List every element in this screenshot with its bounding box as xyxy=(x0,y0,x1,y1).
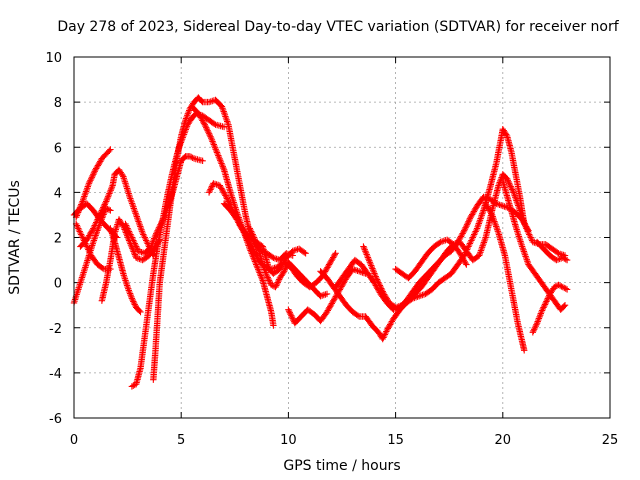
chart-title: Day 278 of 2023, Sidereal Day-to-day VTE… xyxy=(57,19,619,35)
data-points xyxy=(98,216,163,304)
y-axis-label: SDTVAR / TECUs xyxy=(7,180,23,295)
data-points xyxy=(529,281,571,336)
x-tick-label: 15 xyxy=(387,433,404,448)
data-series-arc-10 xyxy=(150,94,296,383)
y-tick-label: 6 xyxy=(54,141,62,156)
y-tick-label: -6 xyxy=(49,412,62,427)
data-series-arc-7 xyxy=(107,225,144,316)
data-points xyxy=(220,200,309,277)
data-series-arc-19 xyxy=(392,236,470,282)
x-tick-label: 0 xyxy=(70,433,78,448)
data-points xyxy=(360,171,569,311)
data-points xyxy=(72,146,114,221)
data-series-arc-22 xyxy=(529,281,571,336)
x-axis-label: GPS time / hours xyxy=(283,458,400,474)
data-series-arc-6 xyxy=(98,216,163,304)
data-series-arc-13 xyxy=(220,200,309,277)
y-tick-label: 8 xyxy=(54,96,62,111)
data-series-arc-21 xyxy=(499,177,569,313)
data-points xyxy=(499,177,569,313)
data-points xyxy=(246,225,331,300)
y-tick-label: 4 xyxy=(54,186,62,201)
data-series-arc-20 xyxy=(482,200,528,354)
y-tick-label: -4 xyxy=(49,367,62,382)
y-tick-label: 2 xyxy=(54,232,62,247)
data-points xyxy=(392,236,470,282)
data-points xyxy=(150,94,296,383)
plot-frame xyxy=(73,56,611,419)
data-series-arc-18 xyxy=(360,171,569,311)
x-tick-label: 5 xyxy=(177,433,185,448)
data-points xyxy=(533,238,571,264)
x-tick-label: 10 xyxy=(280,433,297,448)
data-series-arc-5 xyxy=(77,166,157,259)
data-series-arc-2 xyxy=(72,146,114,221)
data-points xyxy=(482,200,528,354)
data-series-arc-17 xyxy=(332,193,532,313)
y-tick-label: 10 xyxy=(45,51,62,66)
data-points xyxy=(77,166,157,259)
data-points xyxy=(107,225,144,316)
data-points xyxy=(332,193,532,313)
data-series-arc-14 xyxy=(246,225,331,300)
y-tick-label: -2 xyxy=(49,322,62,337)
data-layer xyxy=(70,94,571,390)
data-series-arc-23 xyxy=(533,238,571,264)
y-tick-label: 0 xyxy=(54,277,62,292)
x-tick-label: 20 xyxy=(495,433,512,448)
x-tick-label: 25 xyxy=(602,433,619,448)
